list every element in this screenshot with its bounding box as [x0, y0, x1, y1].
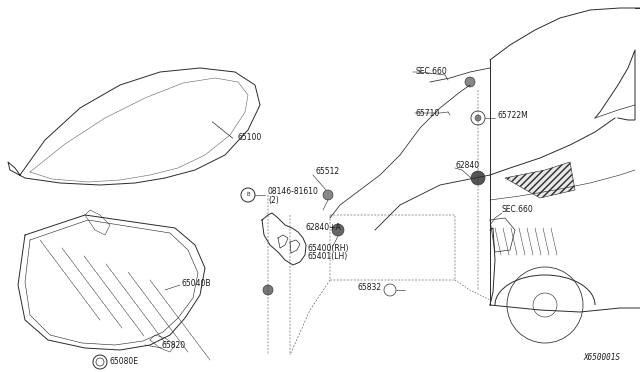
Text: 08146-81610: 08146-81610: [268, 187, 319, 196]
Text: 65832: 65832: [357, 282, 381, 292]
Text: 65820: 65820: [162, 341, 186, 350]
Text: SEC.660: SEC.660: [415, 67, 447, 77]
Text: 62840+A: 62840+A: [305, 224, 340, 232]
Polygon shape: [505, 162, 575, 198]
Text: 65040B: 65040B: [182, 279, 211, 288]
Text: 65400(RH): 65400(RH): [308, 244, 349, 253]
Circle shape: [475, 115, 481, 121]
Text: 65512: 65512: [315, 167, 339, 176]
Text: 65401(LH): 65401(LH): [308, 253, 348, 262]
Circle shape: [465, 77, 475, 87]
Circle shape: [471, 171, 485, 185]
Circle shape: [332, 224, 344, 236]
Text: 65080E: 65080E: [110, 357, 139, 366]
Text: (2): (2): [268, 196, 279, 205]
Text: SEC.660: SEC.660: [502, 205, 534, 215]
Text: 65710: 65710: [415, 109, 439, 118]
Text: B: B: [246, 192, 250, 198]
Circle shape: [263, 285, 273, 295]
Text: 62840: 62840: [455, 160, 479, 170]
Text: 65722M: 65722M: [497, 112, 528, 121]
Circle shape: [323, 190, 333, 200]
Text: X650001S: X650001S: [583, 353, 620, 362]
Text: 65100: 65100: [238, 134, 262, 142]
